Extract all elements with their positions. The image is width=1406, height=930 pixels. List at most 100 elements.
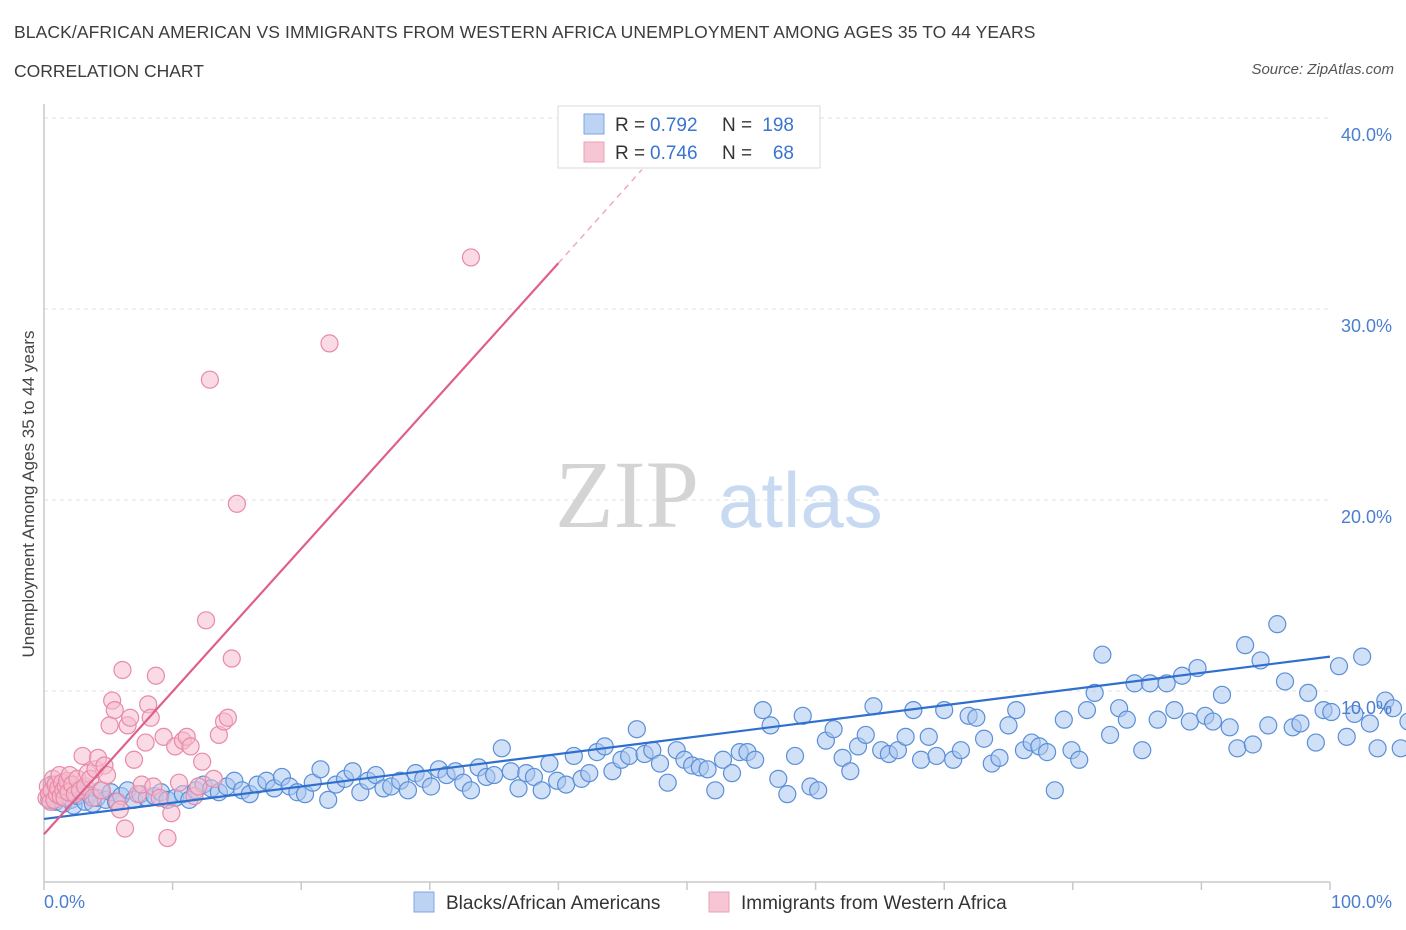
blacks-point-182 (1368, 739, 1387, 758)
blacks-point-115 (841, 762, 860, 781)
blacks-point-129 (951, 741, 971, 760)
blacks-point-67 (461, 781, 481, 800)
x-tick-labels: 0.0% 100.0% (44, 892, 1392, 912)
blacks-point-176 (1322, 702, 1341, 722)
immigrants-point-32 (97, 765, 117, 785)
axes (43, 104, 1331, 890)
blacks-point-162 (1212, 685, 1232, 704)
legend-n-label-pink: N = (722, 143, 752, 164)
blacks-trend-line (43, 655, 1331, 821)
blacks-point-178 (1337, 727, 1356, 746)
blacks-point-163 (1220, 718, 1239, 737)
blacks-point-88 (627, 720, 646, 739)
blacks-point-62 (421, 777, 441, 796)
immigrants-point-53 (162, 804, 181, 823)
blacks-point-142 (1054, 710, 1073, 729)
blacks-point-76 (532, 781, 551, 800)
blacks-point-72 (501, 762, 520, 781)
blacks-point-179 (1345, 704, 1364, 724)
series-legend-label-pink: Immigrants from Western Africa (741, 893, 1007, 914)
immigrants-point-60 (189, 777, 208, 796)
blacks-point-136 (1007, 700, 1026, 720)
y-tick-label-10: 10.0% (1341, 698, 1392, 718)
blacks-point-114 (833, 748, 852, 767)
blacks-point-87 (620, 746, 639, 766)
immigrants-point-39 (115, 819, 135, 838)
blacks-point-161 (1203, 712, 1223, 731)
series-legend-swatch-pink (708, 891, 730, 913)
blacks-point-166 (1243, 735, 1262, 754)
blacks-point-150 (1117, 710, 1136, 729)
immigrants-trend-extension (557, 169, 643, 264)
blacks-point-97 (698, 760, 717, 779)
blacks-point-124 (911, 750, 931, 769)
blacks-point-164 (1228, 739, 1247, 758)
blacks-point-82 (580, 764, 599, 783)
blacks-point-141 (1045, 781, 1064, 800)
immigrants-point-70 (320, 334, 339, 353)
chart-subtitle: CORRELATION CHART (14, 61, 204, 81)
blacks-point-181 (1360, 714, 1379, 733)
blacks-point-91 (650, 754, 670, 773)
source-label: Source: ZipAtlas.com (1251, 61, 1394, 78)
blacks-point-111 (809, 781, 828, 800)
immigrants-point-69 (227, 494, 246, 513)
y-tick-label-30: 30.0% (1341, 316, 1392, 336)
immigrants-point-63 (200, 370, 219, 389)
immigrants-point-42 (124, 750, 144, 769)
watermark-atlas: atlas (718, 456, 883, 544)
legend-r-label-pink: R = (615, 143, 645, 164)
immigrants-point-38 (113, 660, 132, 680)
immigrants-point-30 (92, 781, 111, 800)
blacks-point-148 (1100, 725, 1120, 745)
blacks-point-98 (706, 781, 725, 800)
blacks-point-106 (769, 769, 788, 788)
blacks-points (40, 615, 1406, 815)
blacks-point-174 (1306, 733, 1325, 752)
blacks-point-100 (722, 764, 742, 783)
watermark: ZIP atlas (555, 441, 883, 548)
blacks-point-125 (919, 727, 938, 746)
blacks-point-126 (927, 746, 946, 766)
blacks-point-70 (485, 765, 504, 785)
x-tick-label-max: 100.0% (1331, 892, 1392, 912)
legend-r-value-blue: 0.792 (650, 115, 698, 136)
immigrants-point-35 (105, 700, 124, 720)
immigrants-points (37, 248, 481, 848)
blacks-point-113 (824, 720, 843, 739)
blacks-point-151 (1125, 674, 1144, 693)
blacks-point-73 (509, 779, 528, 798)
blacks-point-177 (1329, 657, 1349, 676)
blacks-point-184 (1383, 699, 1403, 718)
immigrants-point-50 (150, 788, 169, 808)
series-legend: Blacks/African Americans Immigrants from… (413, 891, 1007, 914)
blacks-point-185 (1391, 739, 1406, 758)
immigrants-trend-line (43, 262, 560, 835)
y-tick-label-40: 40.0% (1341, 125, 1392, 145)
blacks-point-103 (746, 750, 765, 769)
blacks-point-173 (1299, 683, 1318, 703)
blacks-point-156 (1165, 700, 1184, 720)
blacks-point-135 (999, 716, 1018, 735)
blacks-point-158 (1180, 712, 1199, 731)
blacks-point-80 (564, 746, 583, 766)
legend-r-label-blue: R = (615, 115, 645, 136)
blacks-point-109 (793, 706, 812, 725)
immigrants-point-71 (461, 248, 481, 267)
blacks-point-47 (303, 773, 322, 792)
immigrants-point-55 (169, 773, 189, 792)
immigrants-point-61 (193, 752, 212, 771)
blacks-point-186 (1399, 712, 1406, 731)
blacks-point-180 (1353, 647, 1372, 666)
immigrants-point-67 (218, 708, 237, 727)
blacks-point-154 (1148, 710, 1167, 729)
blacks-point-92 (658, 773, 677, 792)
legend-n-label-blue: N = (722, 115, 752, 136)
blacks-point-168 (1259, 716, 1278, 735)
blacks-point-99 (713, 750, 733, 769)
blacks-point-48 (311, 760, 330, 779)
blacks-point-107 (778, 785, 797, 804)
blacks-point-118 (864, 697, 883, 716)
blacks-point-144 (1070, 750, 1089, 769)
watermark-zip: ZIP (555, 441, 699, 548)
